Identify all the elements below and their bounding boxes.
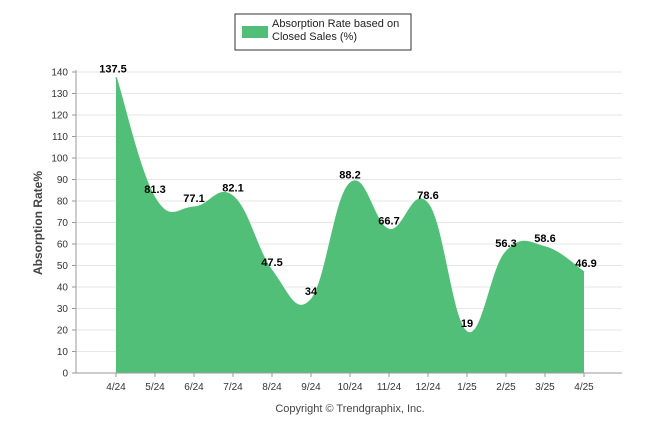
area-series bbox=[115, 77, 585, 373]
x-tick-label: 9/24 bbox=[301, 382, 321, 393]
x-axis-ticks: 4/24 5/24 6/24 7/24 8/24 9/24 10/24 11/24 12/24 1… bbox=[106, 373, 594, 393]
legend: Absorption Rate based on Closed Sales (%… bbox=[234, 13, 412, 51]
y-tick-label: 140 bbox=[51, 68, 68, 79]
y-tick-label: 90 bbox=[57, 175, 69, 186]
data-label: 19 bbox=[461, 318, 473, 330]
data-label: 56.3 bbox=[495, 238, 516, 250]
x-tick-label: 4/25 bbox=[574, 382, 594, 393]
area-fill bbox=[116, 77, 584, 373]
data-label: 66.7 bbox=[378, 216, 399, 228]
x-tick-label: 3/25 bbox=[535, 382, 555, 393]
y-axis-label: Absorption Rate% bbox=[31, 171, 45, 275]
y-tick-label: 110 bbox=[52, 132, 68, 143]
y-tick-label: 130 bbox=[51, 89, 68, 100]
y-tick-label: 40 bbox=[57, 283, 69, 294]
data-label: 46.9 bbox=[575, 258, 596, 270]
x-tick-label: 7/24 bbox=[223, 382, 243, 393]
legend-label-line-1: Absorption Rate based on bbox=[272, 18, 399, 30]
data-label: 88.2 bbox=[339, 169, 360, 181]
series-line bbox=[115, 77, 585, 334]
y-tick-label: 30 bbox=[57, 304, 69, 315]
y-tick-label: 70 bbox=[57, 218, 69, 229]
data-label: 34 bbox=[305, 286, 318, 298]
y-tick-label: 60 bbox=[57, 240, 69, 251]
x-tick-label: 8/24 bbox=[262, 382, 282, 393]
x-tick-label: 4/24 bbox=[106, 382, 126, 393]
data-label: 78.6 bbox=[417, 190, 438, 202]
y-tick-label: 100 bbox=[51, 154, 68, 165]
data-label: 137.5 bbox=[99, 63, 127, 75]
legend-swatch bbox=[242, 26, 268, 38]
x-tick-label: 1/25 bbox=[457, 382, 477, 393]
x-tick-label: 6/24 bbox=[184, 382, 204, 393]
x-tick-label: 2/25 bbox=[496, 382, 516, 393]
y-tick-label: 20 bbox=[57, 326, 69, 337]
x-tick-label: 12/24 bbox=[415, 382, 440, 393]
x-tick-label: 5/24 bbox=[145, 382, 165, 393]
data-labels: 137.5 81.3 77.1 82.1 47.5 34 88.2 66.7 78.6 19 56.… bbox=[99, 63, 596, 330]
data-label: 58.6 bbox=[534, 233, 555, 245]
axes bbox=[75, 70, 622, 374]
y-tick-label: 80 bbox=[57, 197, 69, 208]
y-tick-label: 50 bbox=[57, 261, 69, 272]
x-tick-label: 10/24 bbox=[337, 382, 362, 393]
data-label: 47.5 bbox=[261, 257, 282, 269]
legend-label-line-2: Closed Sales (%) bbox=[272, 31, 357, 43]
y-tick-label: 120 bbox=[51, 111, 68, 122]
y-tick-label: 10 bbox=[57, 347, 69, 358]
data-label: 82.1 bbox=[222, 182, 243, 194]
y-tick-label: 0 bbox=[62, 369, 68, 380]
x-tick-label: 11/24 bbox=[377, 382, 402, 393]
data-label: 77.1 bbox=[183, 193, 204, 205]
data-label: 81.3 bbox=[144, 184, 165, 196]
copyright-text: Copyright © Trendgraphix, Inc. bbox=[275, 403, 424, 415]
y-axis-ticks: 0 10 20 30 40 50 60 70 80 90 100 110 120 130 140 bbox=[51, 68, 76, 380]
